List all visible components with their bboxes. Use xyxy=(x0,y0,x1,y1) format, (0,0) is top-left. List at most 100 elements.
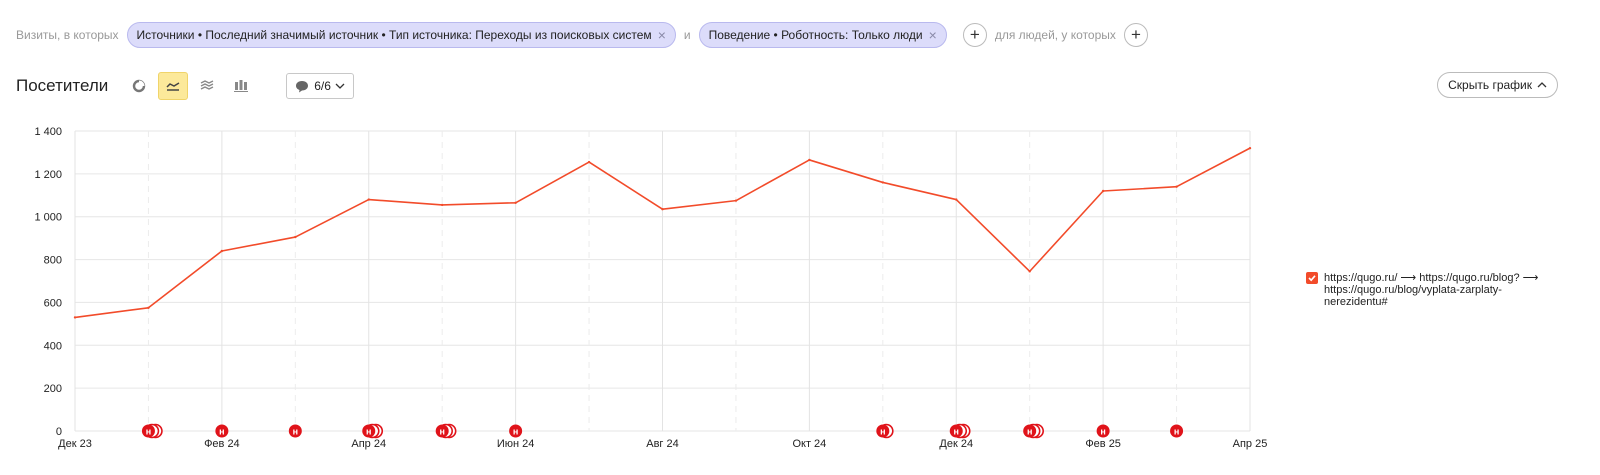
series-point xyxy=(661,208,664,211)
x-tick-label: Фев 24 xyxy=(204,438,240,450)
segment-filters: Визиты, в которых Источники • Последний … xyxy=(16,22,1156,48)
series-point xyxy=(1101,189,1105,193)
note-marker[interactable]: н xyxy=(509,424,523,438)
series-point xyxy=(73,316,77,319)
note-marker[interactable]: н xyxy=(949,423,971,439)
note-marker[interactable]: н xyxy=(215,424,229,438)
note-marker[interactable]: н xyxy=(141,423,163,439)
close-icon[interactable]: × xyxy=(928,27,937,43)
chevron-down-icon xyxy=(335,83,345,89)
legend-checkbox[interactable] xyxy=(1306,272,1318,284)
x-tick-label: Июн 24 xyxy=(497,438,535,450)
note-marker-dot xyxy=(141,424,155,438)
note-marker-dot xyxy=(1096,424,1110,438)
chart-title: Посетители xyxy=(16,76,109,95)
bar-chart-button[interactable] xyxy=(226,72,256,100)
chart-toolbar: Посетители 6/6 xyxy=(16,72,354,100)
x-tick-label: Апр 25 xyxy=(1233,438,1268,450)
pie-chart-icon xyxy=(133,79,146,93)
note-marker-dot xyxy=(509,424,523,438)
bar-chart-icon xyxy=(234,80,249,92)
series-point xyxy=(367,198,370,201)
series-point xyxy=(1248,146,1252,150)
note-marker[interactable]: н xyxy=(1170,424,1184,438)
note-marker-letter: н xyxy=(366,427,371,437)
note-marker-dot xyxy=(288,424,302,438)
close-icon[interactable]: × xyxy=(657,27,666,43)
series-point xyxy=(1028,270,1031,273)
note-marker-letter: н xyxy=(513,427,518,437)
series-point xyxy=(955,198,958,201)
filter-chip-source-label: Источники • Последний значимый источник … xyxy=(136,28,652,42)
note-marker-dot xyxy=(1023,424,1037,438)
note-marker-dot xyxy=(435,424,449,438)
note-marker-letter: н xyxy=(293,427,298,437)
legend-series-label: https://qugo.ru/ ⟶ https://qugo.ru/blog?… xyxy=(1324,272,1539,308)
add-visit-condition-button[interactable]: + xyxy=(962,23,987,47)
line-chart-button[interactable] xyxy=(158,72,189,100)
note-marker-dot xyxy=(215,424,229,438)
y-tick-label: 800 xyxy=(44,255,62,267)
series-point xyxy=(587,160,591,164)
x-tick-label: Фев 25 xyxy=(1085,438,1121,450)
series-point xyxy=(514,201,517,204)
x-tick-label: Дек 24 xyxy=(939,438,973,450)
note-marker-letter: н xyxy=(146,427,151,437)
note-marker[interactable]: н xyxy=(435,423,457,439)
hide-chart-label: Скрыть график xyxy=(1448,78,1532,92)
chart-legend: https://qugo.ru/ ⟶ https://qugo.ru/blog?… xyxy=(1306,272,1546,308)
series-point xyxy=(808,158,811,162)
filters-prefix: Визиты, в которых xyxy=(16,28,119,42)
chart-series xyxy=(73,146,1252,319)
area-chart-icon xyxy=(200,80,214,90)
note-marker-letter: н xyxy=(1027,427,1032,437)
line-chart-icon xyxy=(166,82,180,91)
comment-icon xyxy=(296,80,309,92)
x-tick-label: Авг 24 xyxy=(646,438,678,450)
note-marker-letter: н xyxy=(880,427,885,437)
note-marker[interactable]: н xyxy=(1023,423,1044,439)
series-point xyxy=(440,203,444,207)
area-chart-button[interactable] xyxy=(192,72,222,100)
add-user-condition-button[interactable]: + xyxy=(1123,23,1148,47)
note-marker-letter: н xyxy=(219,427,224,437)
notes-dropdown[interactable]: 6/6 xyxy=(286,73,354,99)
filters-connector: и xyxy=(683,28,691,42)
checkmark-icon xyxy=(1308,275,1316,282)
note-marker-dot xyxy=(876,424,890,438)
pie-chart-button[interactable] xyxy=(124,72,154,100)
filter-chip-source[interactable]: Источники • Последний значимый источник … xyxy=(126,22,676,48)
visitors-line-chart: 0 200 400 600 800 1 000 1 200 1 400 Дек 23 Фев 2… xyxy=(34,126,1267,450)
filters-suffix: для людей, у которых xyxy=(994,28,1116,42)
note-marker-dot xyxy=(362,424,376,438)
series-point xyxy=(881,181,885,184)
note-marker-letter: н xyxy=(1174,427,1179,437)
y-tick-label: 400 xyxy=(44,340,62,352)
series-point xyxy=(147,306,150,309)
x-tick-label: Окт 24 xyxy=(792,438,826,450)
note-marker-letter: н xyxy=(954,427,959,437)
notes-count: 6/6 xyxy=(314,79,331,93)
y-tick-label: 1 000 xyxy=(34,212,62,224)
note-marker-dot xyxy=(949,424,963,438)
note-marker[interactable]: н xyxy=(362,423,384,439)
series-point xyxy=(220,249,224,253)
x-tick-label: Апр 24 xyxy=(351,438,386,450)
x-tick-label: Дек 23 xyxy=(58,438,92,450)
hide-chart-button[interactable]: Скрыть график xyxy=(1437,72,1558,98)
y-tick-label: 600 xyxy=(44,297,62,309)
y-tick-label: 0 xyxy=(56,426,62,438)
note-marker[interactable]: н xyxy=(288,424,302,438)
y-tick-label: 200 xyxy=(44,383,62,395)
y-tick-label: 1 200 xyxy=(34,169,62,181)
x-axis-ticks: Дек 23 Фев 24 Апр 24 Июн 24 Авг 24 Окт 24 Дек … xyxy=(58,438,1267,450)
series-point xyxy=(294,235,297,239)
filter-chip-behavior-label: Поведение • Роботность: Только люди xyxy=(708,28,923,42)
filter-chip-behavior[interactable]: Поведение • Роботность: Только люди × xyxy=(698,22,947,48)
note-marker[interactable]: н xyxy=(876,423,894,439)
note-marker[interactable]: н xyxy=(1096,424,1110,438)
chart-grid xyxy=(74,130,1251,432)
series-point xyxy=(1175,185,1178,188)
chevron-up-icon xyxy=(1537,82,1547,88)
